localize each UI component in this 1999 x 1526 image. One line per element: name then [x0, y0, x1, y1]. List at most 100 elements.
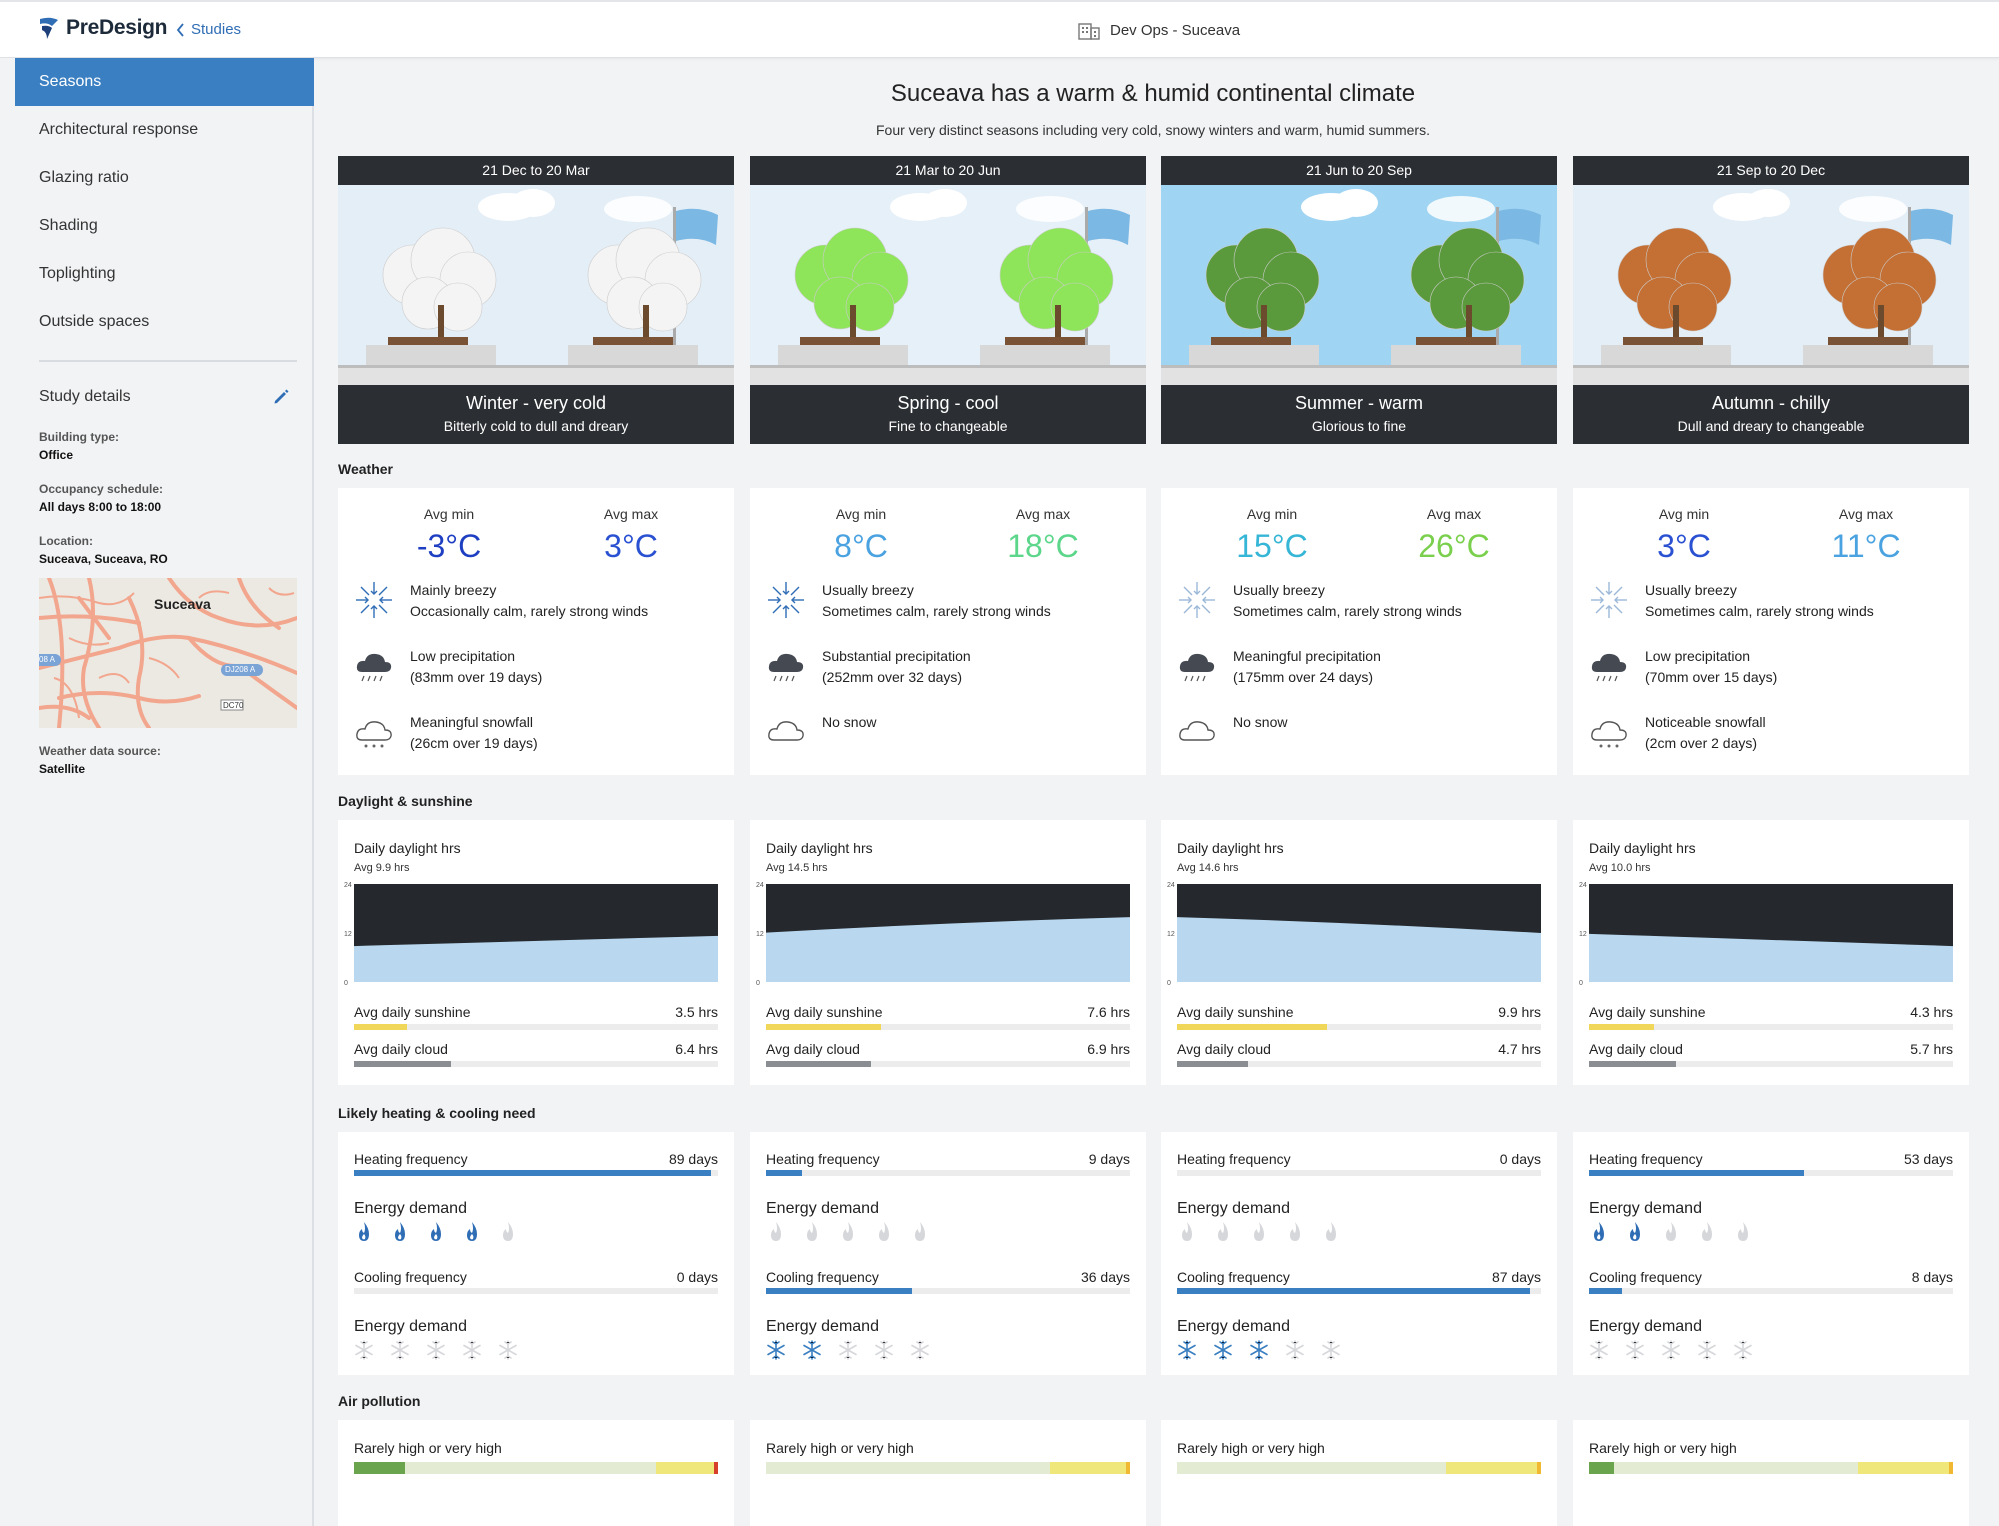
daylight-area [1177, 917, 1541, 982]
y-tick-label: 24 [1167, 882, 1175, 889]
rain-cloud-icon [768, 653, 804, 682]
cooling-demand-icons [1177, 1339, 1341, 1361]
sunshine-row: Avg daily sunshine 4.3 hrs [1589, 1004, 1953, 1030]
sidebar-item-toplighting[interactable]: Toplighting [39, 265, 116, 282]
season-subtitle: Dull and dreary to changeable [1677, 418, 1865, 434]
precipitation-detail: (70mm over 15 days) [1645, 669, 1778, 685]
snowflake-icon [391, 1340, 409, 1360]
weather-card: Avg min Avg max 3°C 11°C Usually breezy Some… [1573, 488, 1969, 775]
season-title: Spring - cool [897, 393, 999, 413]
precipitation-detail: (83mm over 19 days) [410, 669, 543, 685]
snowfall-row: No snow [1177, 712, 1287, 752]
map-road-label: 08 A [39, 655, 56, 664]
sidebar-item-shading[interactable]: Shading [39, 217, 98, 234]
cloud-fill [354, 1061, 452, 1067]
cooling-frequency-row: Cooling frequency 87 days [1177, 1269, 1541, 1294]
flame-icon [1702, 1222, 1712, 1241]
flame-icon [807, 1222, 817, 1241]
back-to-studies-link[interactable]: Studies [176, 21, 241, 38]
back-label: Studies [191, 21, 242, 38]
cloud-icon [1179, 721, 1215, 741]
snowfall-summary: Meaningful snowfall [410, 714, 533, 730]
flame-icon [1218, 1222, 1228, 1241]
avg-max-label: Avg max [1838, 506, 1894, 522]
rain-cloud-icon [1591, 653, 1627, 682]
wind-arrows-icon [768, 582, 804, 618]
heating-track [766, 1170, 1130, 1176]
heating-cooling-card: Heating frequency 0 days Energy demand Coo… [1161, 1132, 1557, 1375]
snowflake-icon [1286, 1340, 1304, 1360]
cooling-frequency-value: 0 days [676, 1269, 718, 1285]
season-title: Summer - warm [1294, 393, 1423, 413]
heating-energy-label: Energy demand [354, 1200, 467, 1217]
heating-energy-label: Energy demand [1589, 1200, 1702, 1217]
daylight-title: Daily daylight hrs [766, 840, 873, 856]
snowflake-icon [1250, 1340, 1268, 1360]
daylight-title: Daily daylight hrs [1589, 840, 1696, 856]
snow-cloud-icon [1591, 721, 1627, 748]
wind-summary: Usually breezy [1233, 582, 1325, 598]
cooling-energy-label: Energy demand [354, 1318, 467, 1335]
cooling-track [354, 1288, 718, 1294]
cooling-demand-icons [354, 1339, 518, 1361]
heating-track [1177, 1170, 1541, 1176]
avg-min-label: Avg min [1658, 506, 1710, 522]
season-caption: Winter - very cold Bitterly cold to dull … [338, 385, 734, 444]
cloud-label: Avg daily cloud [766, 1041, 860, 1057]
sidebar-item-outside-spaces[interactable]: Outside spaces [39, 313, 150, 330]
season-caption: Autumn - chilly Dull and dreary to change… [1573, 385, 1969, 444]
precipitation-summary: Low precipitation [410, 648, 516, 664]
flame-icon [503, 1222, 513, 1241]
sunshine-track [354, 1024, 718, 1030]
weather-data-source: Weather data source: Satellite [39, 744, 161, 776]
precipitation-summary: Substantial precipitation [822, 648, 971, 664]
heating-frequency-value: 9 days [1088, 1151, 1130, 1167]
y-tick-label: 0 [1579, 980, 1583, 987]
app-logo[interactable]: PreDesign [38, 16, 167, 40]
cooling-frequency-row: Cooling frequency 8 days [1589, 1269, 1953, 1294]
y-tick-label: 24 [1579, 882, 1587, 889]
season-caption: Summer - warm Glorious to fine [1161, 385, 1557, 444]
pencil-edit-icon[interactable] [272, 388, 290, 406]
heating-demand-icons [766, 1221, 930, 1243]
daylight-chart: 24 12 0 [1579, 882, 1959, 992]
heating-frequency-value: 89 days [668, 1151, 718, 1167]
daylight-section-title: Daylight & sunshine [338, 793, 473, 809]
sidebar-item-glazing-ratio[interactable]: Glazing ratio [39, 169, 129, 186]
cloud-track [1177, 1061, 1541, 1067]
sidebar-item-seasons[interactable]: Seasons [15, 58, 314, 106]
flame-icon [1666, 1222, 1676, 1241]
avg-max-temp: 3°C [604, 528, 658, 564]
snowflake-icon [875, 1340, 893, 1360]
snowflake-icon [427, 1340, 445, 1360]
flame-icon [1254, 1222, 1264, 1241]
flame-icon [1326, 1222, 1336, 1241]
flame-icon [395, 1222, 405, 1241]
air-high-segment [714, 1462, 718, 1474]
air-pollution-bar [1177, 1462, 1541, 1474]
sidebar-item-architectural-response[interactable]: Architectural response [39, 121, 199, 138]
cooling-fill [1177, 1288, 1531, 1294]
heating-frequency-label: Heating frequency [354, 1151, 468, 1167]
map-road-label: DC70 [223, 701, 244, 710]
cloud-row: Avg daily cloud 4.7 hrs [1177, 1041, 1541, 1067]
daylight-card: Daily daylight hrs Avg 14.5 hrs 24 12 0 Avg d… [750, 820, 1146, 1085]
season-dates: 21 Mar to 20 Jun [750, 156, 1146, 185]
sunshine-value: 7.6 hrs [1087, 1004, 1130, 1020]
cooling-fill [766, 1288, 912, 1294]
avg-max-label: Avg max [603, 506, 659, 522]
snow-cloud-icon [356, 721, 392, 748]
y-tick-label: 24 [344, 882, 352, 889]
flame-icon [467, 1222, 477, 1241]
cooling-energy-label: Energy demand [766, 1318, 879, 1335]
building-type: Building type: Office [39, 430, 119, 462]
location-map[interactable]: Suceava DJ208 A 08 A DC70 [39, 578, 297, 728]
sunshine-track [1589, 1024, 1953, 1030]
y-tick-label: 12 [344, 931, 352, 938]
source-label: Weather data source: [39, 744, 161, 758]
air-section-title: Air pollution [338, 1393, 421, 1409]
cooling-frequency-label: Cooling frequency [1177, 1269, 1290, 1285]
weather-card: Avg min Avg max 8°C 18°C Usually breezy Some… [750, 488, 1146, 775]
season-illustration [750, 185, 1146, 385]
wind-summary: Mainly breezy [410, 582, 497, 598]
